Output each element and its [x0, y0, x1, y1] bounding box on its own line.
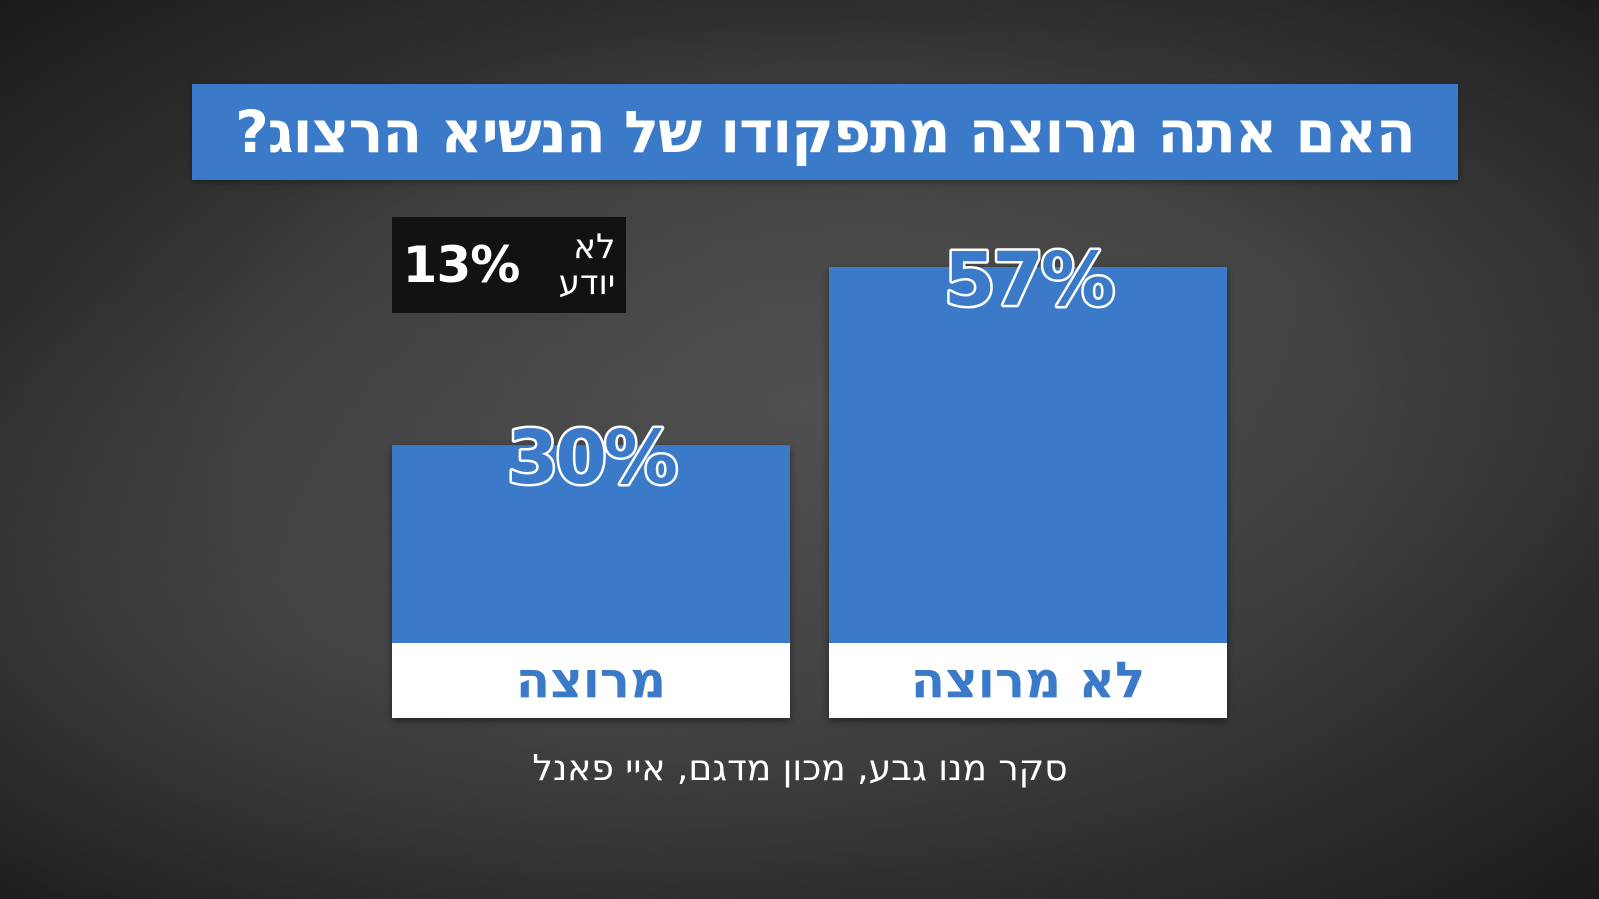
bar-label-1: מרוצה	[516, 652, 666, 710]
dont-know-label: לא יודע	[558, 227, 616, 303]
dont-know-value: 13%	[402, 236, 521, 294]
title-banner: האם אתה מרוצה מתפקודו של הנשיא הרצוג?	[192, 84, 1458, 180]
bar-group-2	[829, 267, 1227, 718]
bar-1	[392, 445, 790, 643]
chart-title: האם אתה מרוצה מתפקודו של הנשיא הרצוג?	[235, 98, 1416, 166]
source-note: סקר מנו גבע, מכון מדגם, איי פאנל	[532, 748, 1068, 789]
bar-label-band-2	[829, 643, 1227, 718]
bar-value-2: 57%	[944, 237, 1113, 323]
bar-label-2: לא מרוצה	[911, 652, 1146, 710]
dont-know-box: 13% לא יודע	[392, 217, 626, 313]
bar-group-1	[392, 445, 790, 718]
bar-value-1: 30%	[507, 415, 676, 501]
bar-2	[829, 267, 1227, 643]
bar-label-band-1	[392, 643, 790, 718]
